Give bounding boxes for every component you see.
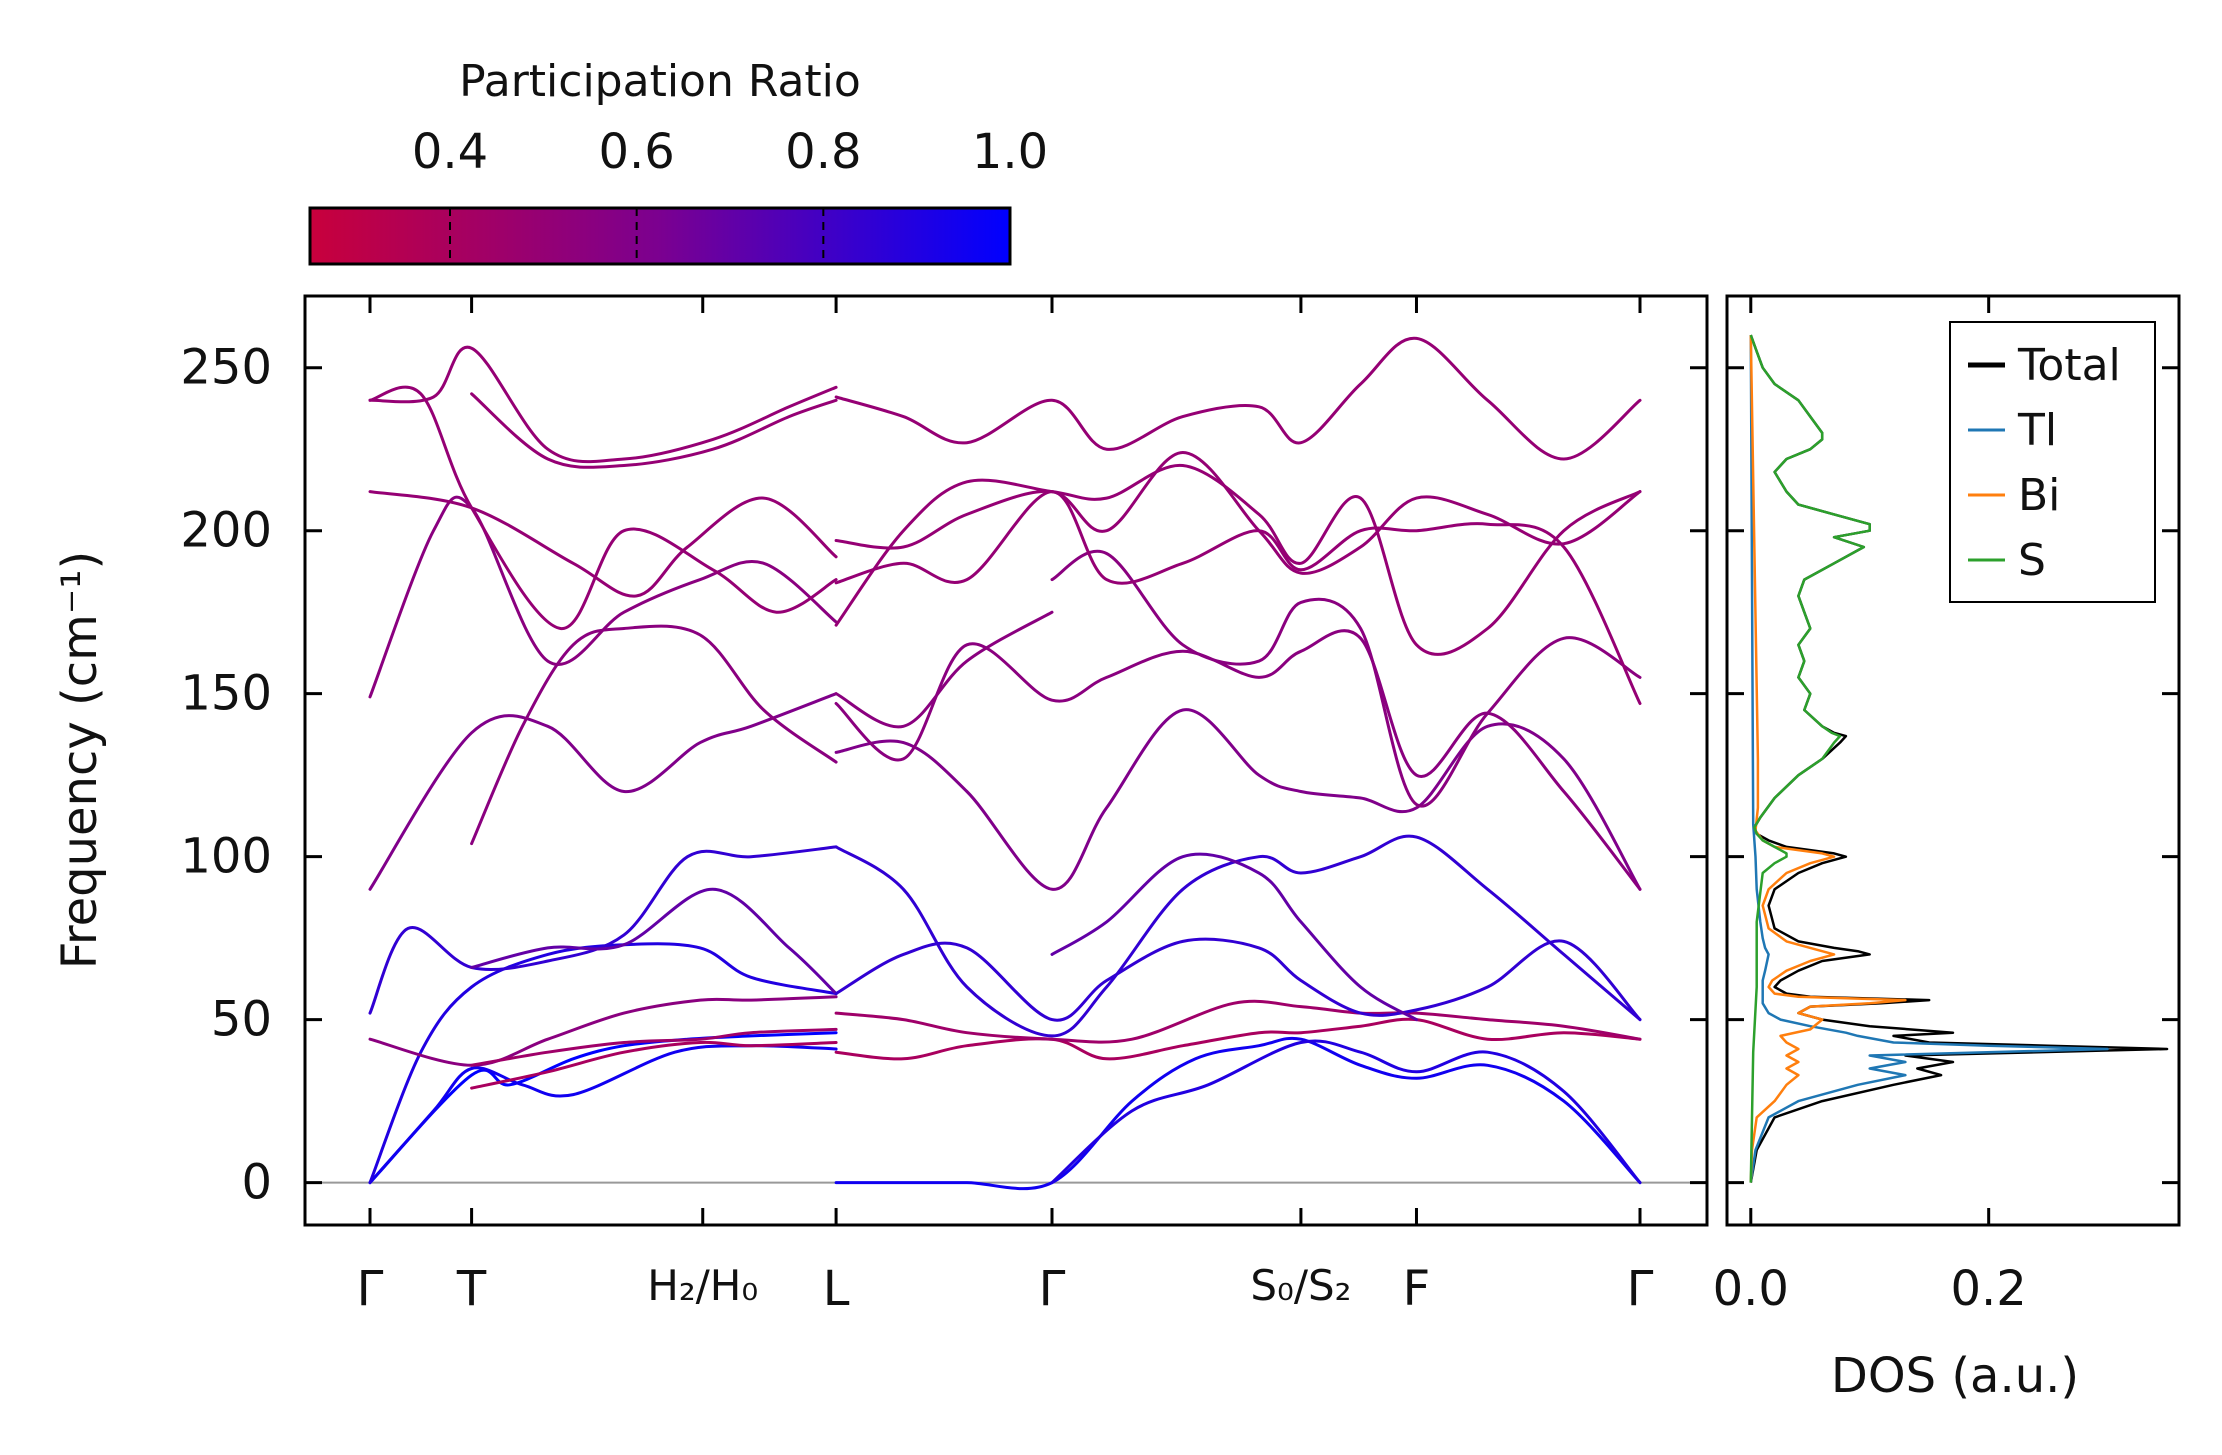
band-seg-LG-3 — [834, 1017, 1642, 1061]
dos-frame — [1725, 294, 2181, 1227]
dos-x-tick-label: 0.0 — [1713, 1261, 1789, 1317]
band-acoustic-3 — [368, 942, 838, 1185]
band-mode-10 — [470, 624, 838, 846]
band-mode-11 — [368, 495, 838, 699]
x-tick-label: L — [823, 1261, 850, 1317]
band-low-opt-1 — [368, 995, 838, 1067]
dos-x-tick-label: 0.2 — [1951, 1261, 2027, 1317]
band-seg-LG-14 — [834, 451, 1642, 575]
band-seg-LG-10 — [834, 610, 1054, 729]
dispersion-panel: 0 50 100 150 200 250 Γ T H₂/H₀ L Γ S₀/S₂ F Γ Frequen… — [52, 294, 1709, 1317]
y-tick-label: 200 — [180, 503, 272, 559]
x-tick-label: S₀/S₂ — [1250, 1261, 1351, 1310]
band-mode-15 — [470, 392, 838, 469]
dos-curve-s — [1749, 334, 1871, 1183]
band-seg-LG-2 — [1050, 1039, 1642, 1185]
x-tick-label: F — [1403, 1261, 1431, 1317]
y-tick-label: 50 — [211, 992, 272, 1048]
band-seg-LG-11 — [1050, 549, 1642, 808]
y-tick-label: 0 — [241, 1155, 272, 1211]
band-mode-7 — [368, 845, 838, 1015]
band-seg-LG-13 — [834, 463, 1642, 656]
colorbar-tick-label: 0.4 — [412, 124, 488, 180]
band-seg-LG-5 — [834, 937, 1642, 1022]
band-mode-14 — [368, 345, 838, 464]
y-axis-title: Frequency (cm⁻¹) — [52, 551, 108, 969]
band-seg-LG-4 — [834, 999, 1642, 1044]
y-tick-label: 100 — [180, 829, 272, 885]
colorbar-gradient — [308, 206, 1012, 266]
dos-axis-ticks: 0.0 0.2 — [1713, 296, 2179, 1317]
colorbar: Participation Ratio 0.4 0.6 0.8 1.0 — [308, 56, 1048, 266]
x-tick-label: H₂/H₀ — [647, 1261, 758, 1310]
colorbar-tick-label: 1.0 — [972, 124, 1048, 180]
band-low-opt-3 — [470, 1040, 838, 1090]
band-seg-LG-7 — [1050, 852, 1418, 1022]
dispersion-frame — [303, 294, 1709, 1227]
band-mode-13 — [368, 385, 838, 630]
band-mode-9 — [368, 692, 838, 891]
x-axis-ticks: Γ T H₂/H₀ L Γ S₀/S₂ F Γ — [357, 296, 1654, 1317]
band-seg-LG-1 — [834, 1036, 1642, 1191]
dos-curve-tl — [1749, 335, 2109, 1183]
band-acoustic-2 — [368, 1044, 838, 1185]
band-mode-12 — [368, 490, 838, 598]
phonon-bands — [368, 336, 1642, 1191]
dos-panel: 0.0 0.2 DOS (a.u.) Total Tl Bi S — [1713, 294, 2181, 1404]
legend-label: Tl — [2017, 405, 2057, 456]
y-tick-label: 150 — [180, 666, 272, 722]
band-seg-LG-8 — [834, 708, 1642, 891]
legend-entries: Total Tl Bi S — [1968, 340, 2121, 586]
colorbar-title: Participation Ratio — [459, 56, 861, 107]
colorbar-tick-label: 0.8 — [785, 124, 861, 180]
dos-x-axis-title: DOS (a.u.) — [1831, 1348, 2079, 1404]
dos-curve-bi — [1749, 335, 1907, 1183]
band-acoustic-1 — [368, 1031, 838, 1185]
x-tick-label: Γ — [357, 1261, 384, 1317]
dos-legend: Total Tl Bi S — [1949, 321, 2156, 603]
band-mode-8 — [470, 887, 838, 996]
legend-label: Total — [2017, 340, 2121, 391]
x-tick-label: Γ — [1039, 1261, 1066, 1317]
dos-curves — [1749, 334, 2169, 1183]
band-seg-LG-15 — [834, 336, 1642, 461]
colorbar-tick-label: 0.6 — [598, 124, 674, 180]
legend-box — [1949, 321, 2156, 603]
x-tick-label: Γ — [1627, 1261, 1654, 1317]
y-tick-label: 250 — [180, 340, 272, 396]
legend-label: S — [2018, 535, 2046, 586]
legend-label: Bi — [2018, 470, 2060, 521]
band-low-opt-2 — [470, 1027, 838, 1067]
x-tick-label: T — [456, 1261, 487, 1317]
colorbar-ticks: 0.4 0.6 0.8 1.0 — [412, 124, 1048, 264]
band-seg-LG-9 — [834, 629, 1642, 891]
band-seg-LG-6 — [834, 834, 1642, 1038]
y-axis-ticks: 0 50 100 150 200 250 — [180, 340, 1707, 1211]
